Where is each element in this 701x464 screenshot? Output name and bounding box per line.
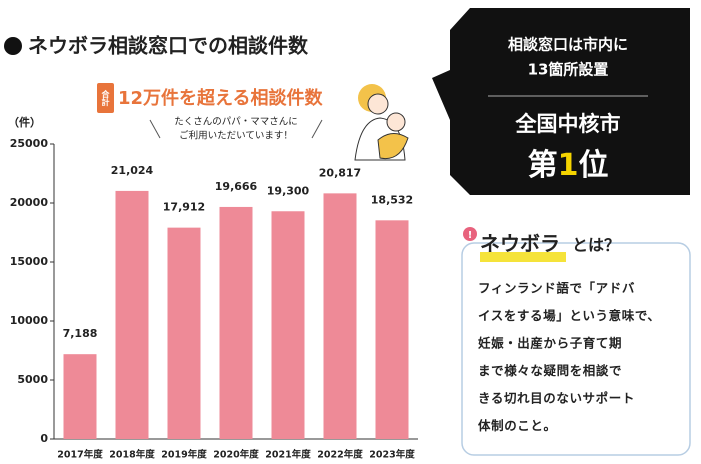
info-body-line: イスをする場」という意味で、	[478, 308, 661, 323]
bar	[271, 211, 305, 439]
y-tick-label: 25000	[10, 137, 49, 150]
chart-title: ネウボラ相談窓口での相談件数	[28, 34, 309, 58]
value-label: 21,024	[111, 164, 154, 177]
y-tick-label: 5000	[17, 373, 48, 386]
bar	[63, 354, 97, 439]
bar	[219, 206, 253, 439]
bar	[115, 190, 149, 439]
x-tick-label: 2017年度	[57, 449, 103, 461]
y-tick-label: 15000	[10, 255, 49, 268]
info-body-line: フィンランド語で「アドバ	[478, 281, 635, 296]
info-body-line: きる切れ目のないサポート	[478, 391, 635, 406]
y-axis-label: （件）	[8, 115, 41, 129]
title-bullet	[4, 37, 22, 55]
value-label: 17,912	[163, 201, 205, 214]
info-body-line: 体制のこと。	[478, 418, 557, 433]
callout-bubble	[432, 8, 690, 195]
annotation: たくさんのパパ・ママさんに	[174, 117, 298, 128]
bar	[323, 193, 357, 439]
illustration	[354, 84, 409, 161]
info-body-line: まで様々な疑問を相談で	[478, 363, 622, 378]
x-tick-label: 2018年度	[109, 449, 155, 461]
info-title: ネウボラ	[480, 232, 560, 256]
y-tick-label: 0	[40, 432, 48, 445]
x-tick-label: 2020年度	[213, 449, 259, 461]
rank-suffix: 位	[578, 148, 608, 183]
callout-rank: 第1位	[528, 148, 609, 183]
info-box	[461, 242, 691, 456]
y-tick-label: 10000	[10, 314, 49, 327]
badge	[97, 83, 114, 113]
rank-number: 1	[558, 148, 579, 183]
rank-prefix: 第	[528, 148, 558, 183]
info-icon-mark: !	[468, 230, 473, 241]
badge-text: 合計	[100, 89, 110, 107]
y-tick-label: 20000	[10, 196, 49, 209]
info-body-line: 妊娠・出産から子育て期	[478, 336, 622, 351]
value-label: 18,532	[371, 193, 413, 206]
x-tick-label: 2021年度	[265, 449, 311, 461]
callout-text: 相談窓口は市内に	[508, 36, 628, 54]
callout-heading: 全国中核市	[515, 112, 621, 136]
callout-text: 13箇所設置	[528, 61, 609, 79]
x-tick-label: 2023年度	[369, 449, 415, 461]
bar	[167, 227, 201, 439]
chart-subtitle: 12万件を超える相談件数	[118, 87, 324, 109]
info-highlight	[480, 252, 566, 262]
deco-line	[149, 119, 161, 139]
value-label: 20,817	[319, 166, 361, 179]
annotation: ご利用いただいています！	[179, 130, 293, 142]
info-title-suffix: とは？	[572, 236, 620, 255]
x-tick-label: 2022年度	[317, 449, 363, 461]
value-label: 7,188	[63, 327, 98, 340]
value-label: 19,300	[267, 184, 310, 197]
bar	[375, 220, 409, 439]
x-tick-label: 2019年度	[161, 449, 207, 461]
value-label: 19,666	[215, 180, 258, 193]
info-icon	[463, 227, 477, 241]
deco-line	[311, 119, 323, 139]
